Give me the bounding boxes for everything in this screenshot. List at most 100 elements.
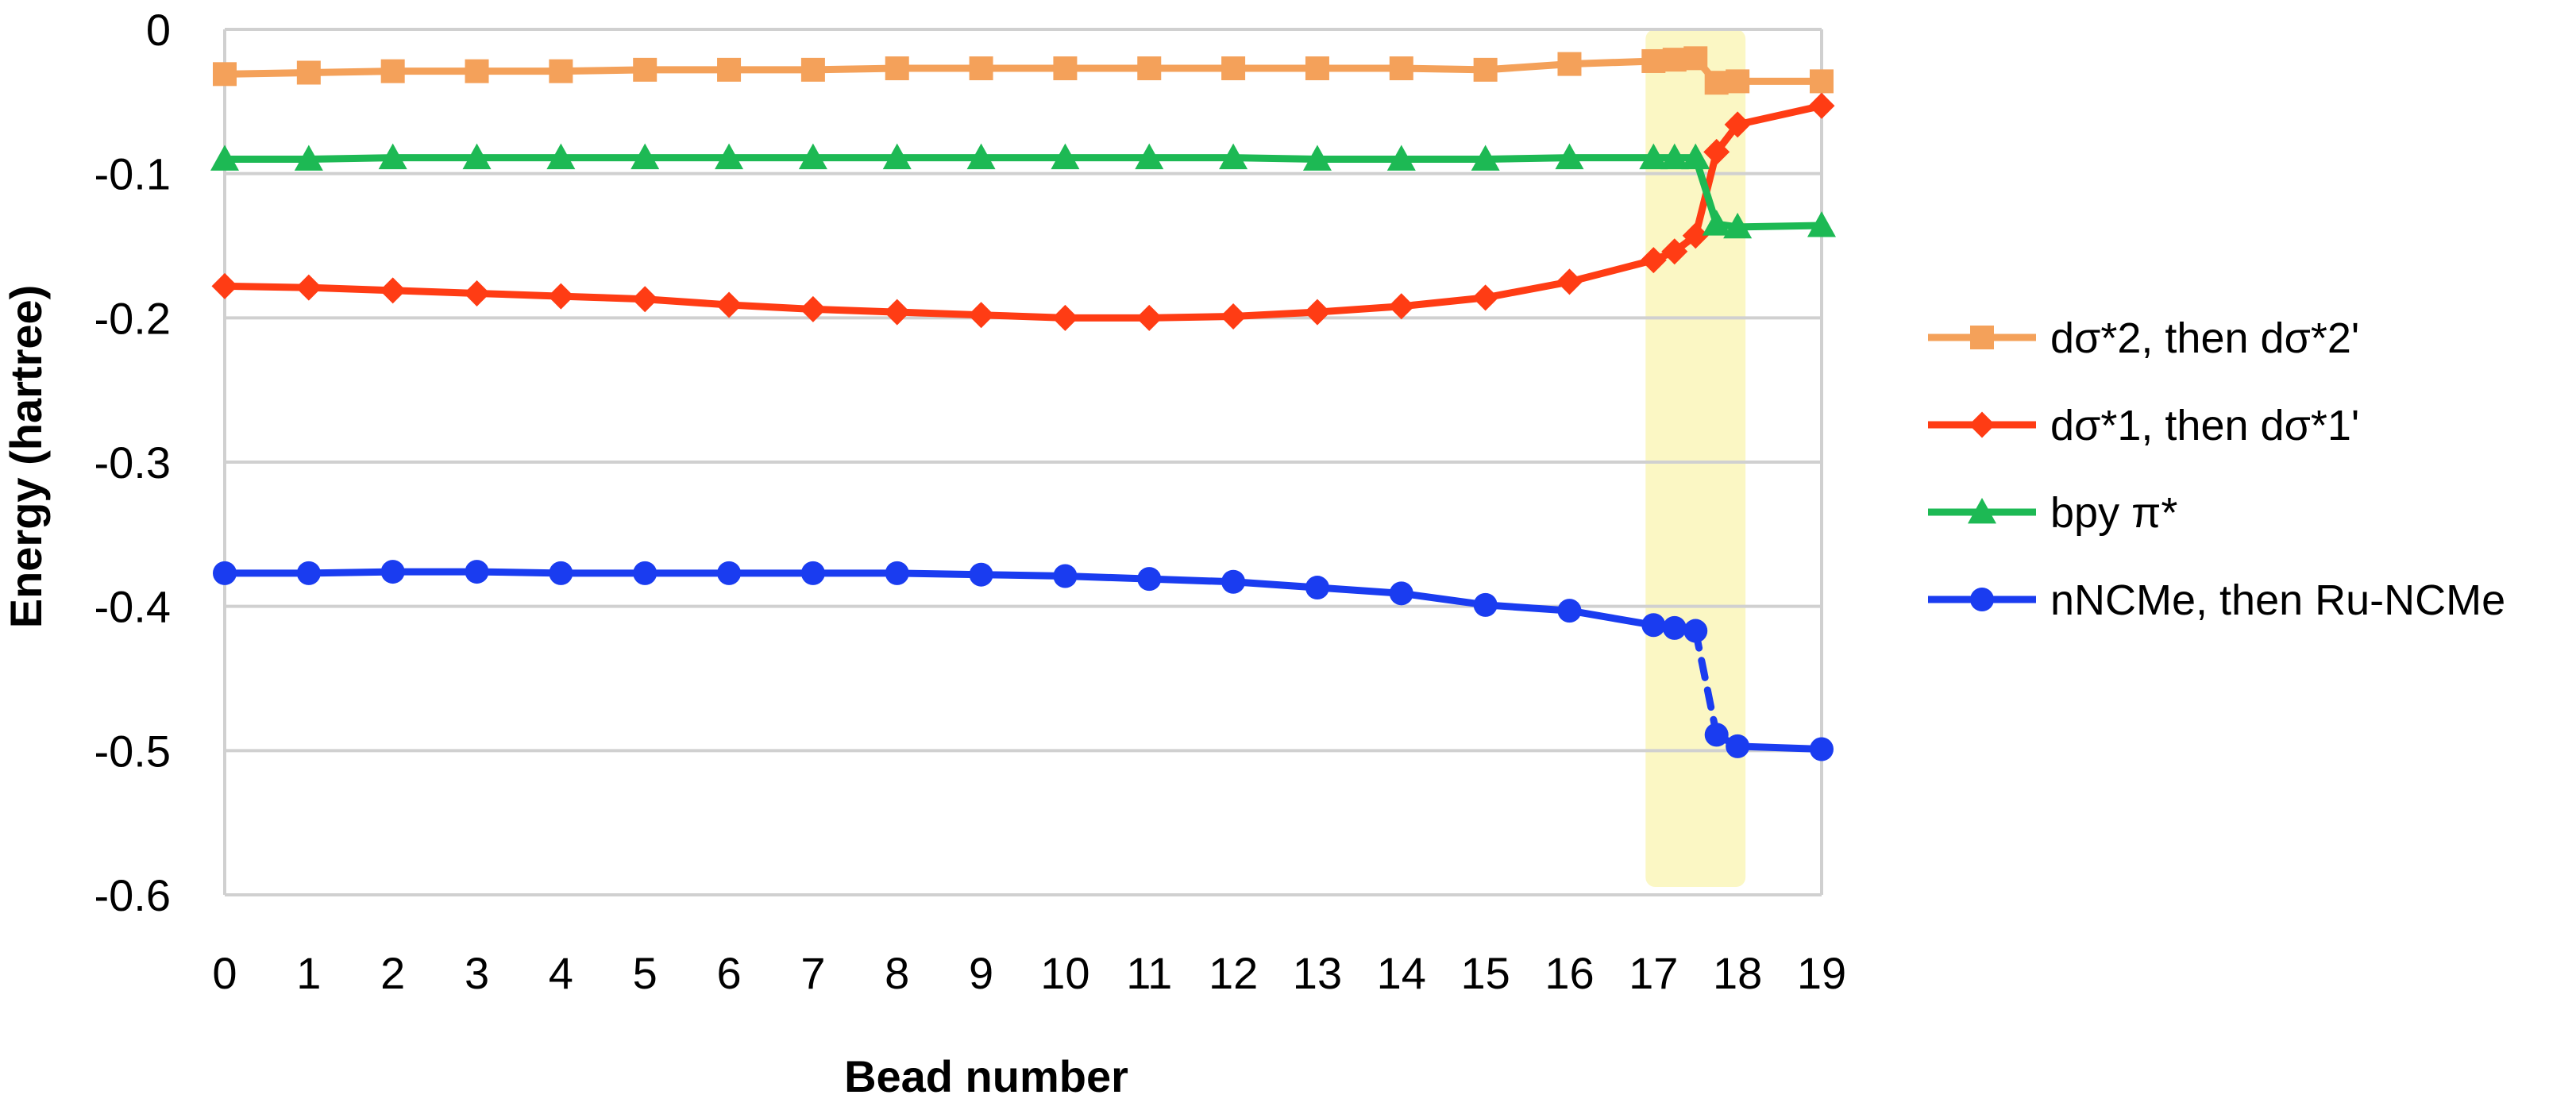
data-point <box>211 272 238 299</box>
data-point <box>1388 293 1415 320</box>
series-line-segment <box>1229 308 1321 321</box>
data-point <box>1640 247 1667 274</box>
series-line-segment <box>1482 60 1573 74</box>
data-point <box>1389 581 1413 606</box>
series-line-segment <box>1733 102 1826 129</box>
data-point <box>1662 48 1687 72</box>
x-tick-label: 15 <box>1460 948 1510 998</box>
series-line-segment <box>1482 154 1573 163</box>
x-tick-label: 4 <box>549 948 573 998</box>
series-line-segment <box>1313 303 1406 316</box>
data-point <box>464 279 491 306</box>
series-line-segment <box>557 292 649 303</box>
data-point <box>798 143 827 170</box>
series-line-segment <box>1398 589 1490 609</box>
series-4 <box>213 560 1834 761</box>
legend-label: bpy π* <box>2050 489 2177 537</box>
series-3 <box>210 143 1836 239</box>
data-point <box>380 560 405 584</box>
data-point <box>1137 567 1162 592</box>
legend-marker <box>1970 588 1994 611</box>
legend-item: dσ*2, then dσ*2' <box>1928 314 2359 362</box>
series-line-segment <box>1691 627 1721 738</box>
data-point <box>717 561 742 585</box>
data-point <box>969 562 993 587</box>
data-point <box>378 143 407 170</box>
tick-labels-layer: 0-0.1-0.2-0.3-0.4-0.5-0.60 1 2 3 4 5 6 7 8 9 10 11 1… <box>94 5 1847 998</box>
data-point <box>294 145 323 171</box>
data-point <box>882 143 912 170</box>
series-line-segment <box>725 301 817 313</box>
x-tick-label: 1 <box>296 948 321 998</box>
series-line-segment <box>1733 222 1826 231</box>
series-line-segment <box>641 295 733 309</box>
data-point <box>1683 46 1708 71</box>
x-tick-label: 13 <box>1293 948 1342 998</box>
x-tick-label: 14 <box>1377 948 1426 998</box>
data-point <box>1660 143 1689 170</box>
series-line-segment <box>1482 278 1573 302</box>
y-tick-label: -0.6 <box>94 870 172 920</box>
data-point <box>631 143 660 170</box>
data-point <box>1051 143 1080 170</box>
y-tick-label: -0.3 <box>94 438 172 488</box>
series-line-segment <box>1145 575 1237 586</box>
data-point <box>1305 576 1329 600</box>
x-tick-label: 5 <box>633 948 657 998</box>
legend-label: dσ*1, then dσ*1' <box>2050 402 2359 449</box>
series-line-segment <box>221 69 313 78</box>
y-tick-label: -0.2 <box>94 293 172 343</box>
data-point <box>966 143 996 170</box>
series-line-segment <box>809 305 901 316</box>
y-tick-label: -0.5 <box>94 726 172 776</box>
data-point <box>1726 69 1750 94</box>
data-point <box>1557 52 1582 76</box>
data-point <box>1557 599 1582 623</box>
legend-label: nNCMe, then Ru-NCMe <box>2050 576 2505 624</box>
series-line-segment <box>893 569 985 579</box>
data-point <box>885 56 909 81</box>
data-point <box>1703 138 1730 165</box>
data-point <box>1051 304 1078 331</box>
data-point <box>1810 69 1834 94</box>
legend-item: bpy π* <box>1928 489 2177 537</box>
data-point <box>968 302 995 329</box>
data-point <box>1704 723 1729 747</box>
data-point <box>465 560 489 584</box>
data-point <box>1053 56 1078 81</box>
series-line-segment <box>221 282 313 291</box>
data-point <box>1473 57 1498 82</box>
series-line-segment <box>978 571 1069 580</box>
x-tick-label: 3 <box>465 948 489 998</box>
x-tick-label: 8 <box>885 948 909 998</box>
x-tick-label: 10 <box>1040 948 1089 998</box>
series-line-segment <box>305 67 397 76</box>
data-point <box>1639 143 1668 170</box>
data-point <box>462 143 492 170</box>
x-axis-title: Bead number <box>844 1051 1128 1101</box>
x-tick-label: 11 <box>1126 948 1172 998</box>
data-point <box>1473 592 1498 617</box>
data-point <box>1471 145 1500 171</box>
series-line-segment <box>473 568 565 577</box>
x-tick-label: 17 <box>1629 948 1678 998</box>
data-point <box>715 291 742 318</box>
series-2 <box>211 92 1835 331</box>
x-tick-label: 9 <box>969 948 993 998</box>
series-line-segment <box>1733 742 1826 754</box>
y-axis-title: Energy (hartree) <box>1 285 51 629</box>
data-point <box>213 561 237 585</box>
data-point <box>1724 111 1751 138</box>
data-point <box>1726 734 1750 758</box>
data-point <box>1683 619 1708 643</box>
x-tick-label: 16 <box>1544 948 1594 998</box>
data-point <box>1702 210 1731 236</box>
x-tick-label: 18 <box>1713 948 1762 998</box>
y-tick-label: 0 <box>146 5 171 55</box>
data-point <box>1682 222 1709 249</box>
series-line-segment <box>305 283 397 295</box>
data-point <box>213 62 237 87</box>
data-point <box>1555 143 1584 170</box>
data-point <box>1389 56 1413 81</box>
